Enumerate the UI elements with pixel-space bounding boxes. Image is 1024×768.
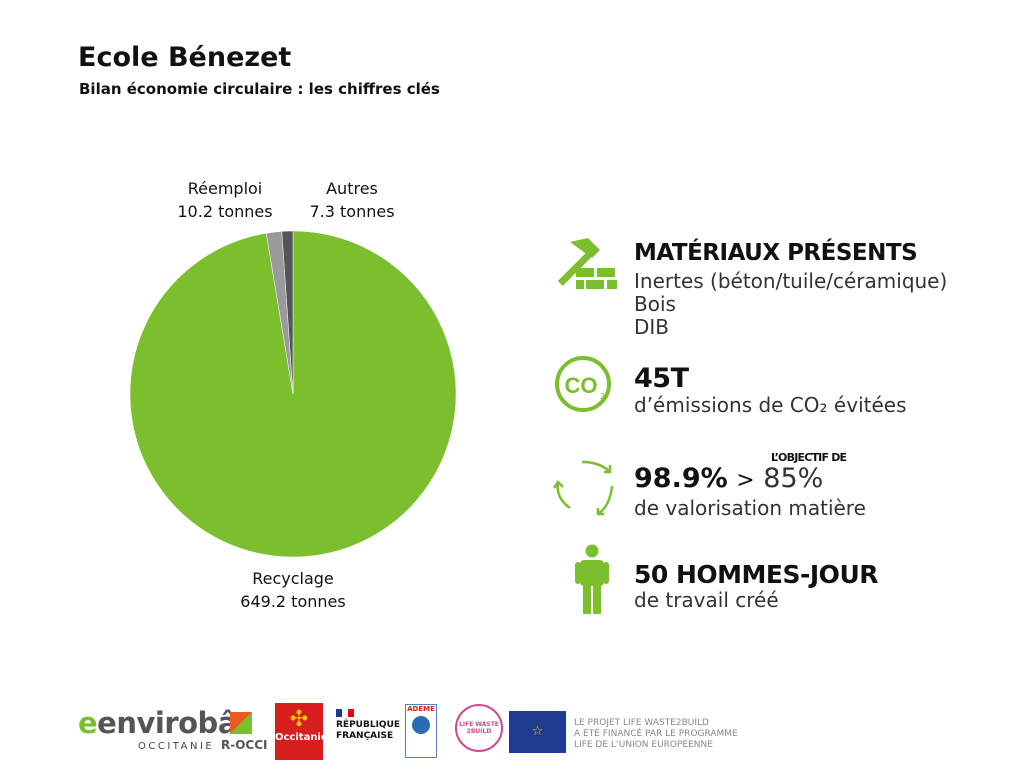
valorisation-value: 98.9% <box>634 463 728 494</box>
co2-value: 45T <box>634 363 689 394</box>
recycle-arrows-icon <box>552 460 614 516</box>
co2-icon: CO 2 <box>555 356 611 412</box>
page-subtitle: Bilan économie circulaire : les chiffres… <box>79 80 440 98</box>
materials-list: Inertes (béton/tuile/céramique) Bois DIB <box>634 270 947 339</box>
republique-logo: RÉPUBLIQUE FRANÇAISE <box>336 709 400 742</box>
valorisation-text: de valorisation matière <box>634 496 866 520</box>
target-value: 85% <box>763 463 824 494</box>
material-item: Inertes (béton/tuile/céramique) <box>634 269 948 293</box>
target-label: L’OBJECTIF DE <box>771 451 847 464</box>
material-item: Bois <box>634 292 676 316</box>
jobs-value: 50 HOMMES-JOUR <box>634 560 879 589</box>
envirobat-logo: eenvirobât <box>78 706 251 740</box>
label-reemploi: Réemploi 10.2 tonnes <box>160 177 290 223</box>
life-waste2build-logo: LIFE WASTE 2BUILD <box>455 704 503 752</box>
slice-name: Autres <box>326 179 378 198</box>
rocci-logo-icon <box>230 712 252 734</box>
eu-funding-text: LE PROJET LIFE WASTE2BUILD A ÉTÉ FINANCÉ … <box>574 718 738 750</box>
person-icon <box>575 544 609 614</box>
label-autres: Autres 7.3 tonnes <box>292 177 412 223</box>
co2-text: d’émissions de CO₂ évitées <box>634 393 907 417</box>
slice-value: 7.3 tonnes <box>309 202 395 221</box>
svg-text:2: 2 <box>600 392 605 401</box>
slice-value: 10.2 tonnes <box>177 202 273 221</box>
pie-chart <box>129 230 457 558</box>
material-item: DIB <box>634 315 670 339</box>
slice-name: Recyclage <box>252 569 334 588</box>
hammer-bricks-icon <box>557 238 617 289</box>
rocci-logo: R-OCCI <box>221 738 268 752</box>
occitanie-logo: ✣ Occitanie <box>275 703 328 760</box>
materials-heading: MATÉRIAUX PRÉSENTS <box>634 240 918 266</box>
page-title: Ecole Bénezet <box>78 42 292 73</box>
pie-slice-autres <box>281 230 294 395</box>
eu-life-logo: ☆ <box>509 711 566 753</box>
slice-name: Réemploi <box>187 179 263 198</box>
slice-value: 649.2 tonnes <box>240 592 346 611</box>
label-recyclage: Recyclage 649.2 tonnes <box>218 567 368 613</box>
ademe-logo: ADEME <box>405 704 437 758</box>
comparison-sign: > <box>736 468 755 493</box>
jobs-text: de travail créé <box>634 588 779 612</box>
svg-text:CO: CO <box>565 373 598 398</box>
envirobat-sub: OCCITANIE <box>138 741 215 752</box>
